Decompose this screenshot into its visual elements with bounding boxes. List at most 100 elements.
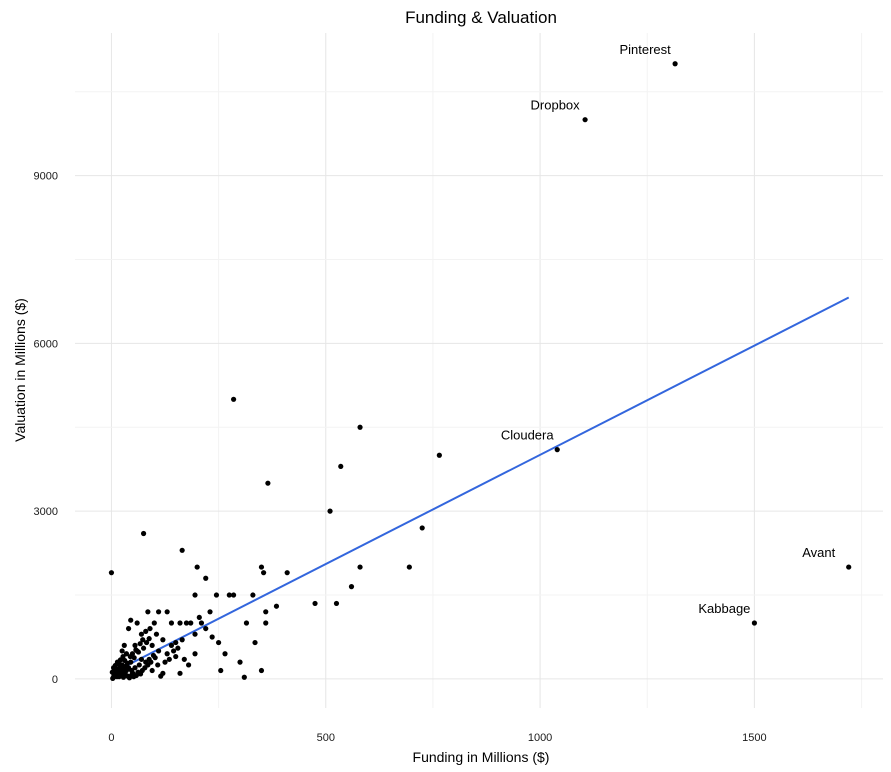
data-point [177,620,183,626]
point-annotation: Pinterest [619,42,671,57]
data-point [170,648,177,654]
point-annotation: Kabbage [698,601,750,616]
data-point [146,636,152,642]
data-point [203,625,209,632]
data-point [112,662,118,669]
data-point [137,641,143,647]
data-point [149,667,155,674]
data-point [152,655,158,661]
data-point [147,625,153,632]
y-axis-ticks: 0 3000 6000 9000 [34,171,58,686]
data-point [128,617,134,623]
data-point [136,662,142,668]
data-point [230,396,237,402]
data-point [151,620,157,626]
data-point [122,664,128,670]
data-point [119,648,125,654]
data-point [183,620,190,626]
data-point [148,659,154,665]
data-point [338,463,344,470]
y-tick-label: 9000 [34,171,58,183]
trend-line-group [110,296,850,675]
data-point [261,570,267,576]
x-tick-label: 1500 [742,732,766,744]
data-point [164,651,170,657]
data-point [582,117,588,123]
data-point [203,575,209,581]
data-point [357,424,363,430]
data-point [226,592,232,598]
data-point [312,600,318,607]
data-point [263,609,269,615]
grid [75,33,883,708]
data-point [192,651,198,657]
data-point [237,659,243,665]
data-point [129,651,136,657]
data-point [123,651,130,657]
data-point [218,667,224,674]
chart-title: Funding & Valuation [405,8,557,27]
y-axis-title: Valuation in Millions ($) [12,298,28,442]
data-point [181,656,187,662]
y-tick-label: 3000 [34,506,58,518]
data-point [357,564,363,570]
data-point [120,653,126,660]
data-point [243,620,250,626]
data-point [327,508,333,514]
data-point [109,669,115,675]
data-point [168,642,175,648]
data-point [198,620,205,626]
data-point [155,609,162,615]
data-point [672,61,678,67]
data-point [179,637,185,643]
data-point [265,480,271,486]
x-axis-title: Funding in Millions ($) [413,749,550,765]
data-point [140,637,146,643]
data-point [188,620,194,626]
data-point [406,564,412,570]
data-point [143,639,150,646]
data-point [185,662,192,668]
data-point [263,620,269,626]
x-tick-label: 0 [108,732,114,744]
x-tick-label: 500 [317,732,335,744]
data-point [554,447,560,453]
data-point [284,570,290,576]
data-point [131,655,137,661]
x-tick-label: 1000 [528,732,552,744]
data-point [168,620,175,626]
data-point [230,592,237,598]
data-point [134,620,140,626]
data-point [116,661,123,667]
data-point [419,525,425,531]
point-annotation: Dropbox [531,98,581,113]
data-point [164,609,170,615]
y-tick-label: 6000 [34,338,58,350]
data-point [153,631,160,637]
data-point [213,592,220,598]
data-point [132,665,138,671]
y-tick-label: 0 [52,674,58,686]
data-point [196,614,202,621]
trend-line [110,296,850,675]
data-point [175,645,181,651]
data-point [128,667,135,674]
data-point [125,625,132,632]
data-point [348,584,355,590]
data-point [250,592,256,598]
data-point [252,639,258,646]
data-point [192,631,198,637]
data-point [158,673,164,679]
x-axis-ticks: 0 500 1000 1500 [108,732,766,744]
data-point [140,645,147,651]
data-point [846,564,852,570]
data-point [751,620,758,626]
data-point [135,649,142,655]
data-point [173,653,179,660]
data-point [114,674,120,680]
data-point [177,670,183,676]
data-point [173,639,179,646]
data-point [162,659,168,665]
data-point [143,628,149,634]
data-point [121,642,127,648]
